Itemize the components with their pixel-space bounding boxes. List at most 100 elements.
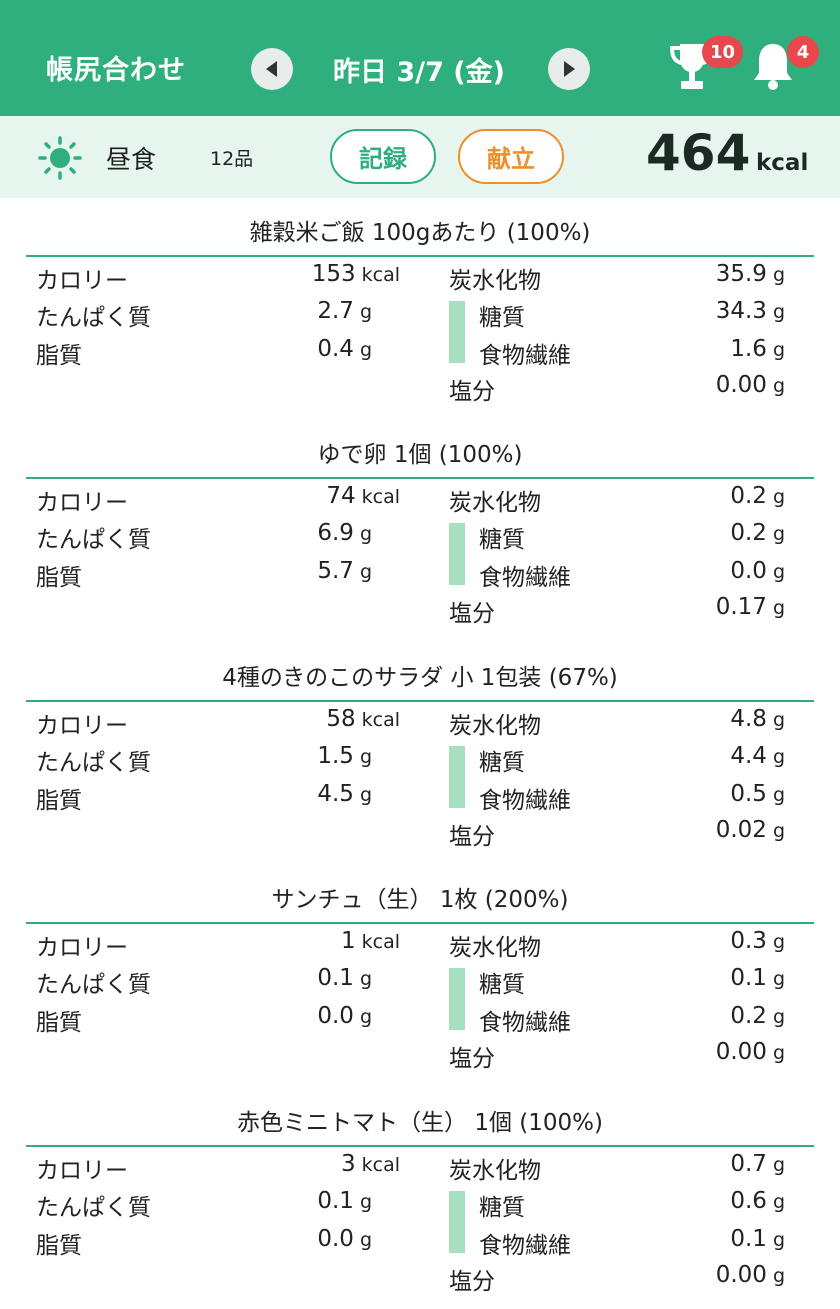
kcal-unit: kcal (361, 264, 400, 286)
food-title[interactable]: 4種のきのこのサラダ 小 1包装 (67%) (222, 664, 618, 691)
fiber-label: 食物繊維 (479, 565, 571, 592)
salt-value: 0.00 g (640, 1262, 785, 1288)
divider (26, 699, 814, 702)
sugar-value: 0.2 g (640, 520, 785, 546)
fat-amount: 0.0 (317, 1225, 354, 1252)
salt-amount: 0.17 (715, 594, 767, 621)
gram-unit: g (772, 339, 785, 361)
meal-name: 昼食 (106, 145, 157, 174)
sugar-amount: 0.1 (730, 965, 767, 992)
carbs-amount: 35.9 (715, 261, 767, 287)
gram-unit: g (359, 968, 372, 991)
carbs-label: 炭水化物 (449, 490, 541, 517)
fat-label: 脂質 (36, 343, 82, 369)
carbs-breakdown-bar (449, 745, 465, 808)
divider (26, 922, 814, 925)
gram-unit: g (772, 819, 785, 842)
carbs-value: 35.9 g (640, 261, 785, 287)
sugar-amount: 4.4 (730, 742, 767, 769)
gram-unit: g (772, 745, 785, 768)
notifications-button[interactable] (750, 40, 796, 96)
calorie-value: 58 kcal (250, 706, 400, 732)
meal-total-kcal: 464 (646, 124, 751, 182)
record-button[interactable]: 記録 (330, 129, 436, 184)
gram-unit: g (772, 931, 785, 954)
carbs-amount: 4.8 (730, 705, 767, 732)
calorie-label: カロリー (36, 712, 128, 739)
protein-value: 6.9 g (250, 520, 372, 546)
salt-label: 塩分 (449, 1046, 495, 1073)
fiber-amount: 0.2 (730, 1003, 767, 1030)
gram-unit: g (359, 783, 372, 806)
kcal-unit: kcal (361, 931, 400, 954)
food-item[interactable]: 赤色ミニトマト（生） 1個 (100%) カロリー 3 kcal たんぱく質 0.… (0, 1093, 840, 1309)
current-date[interactable]: 昨日 3/7 (金) (333, 57, 505, 88)
food-title[interactable]: ゆで卵 1個 (100%) (317, 442, 523, 469)
carbs-value: 0.7 g (640, 1151, 785, 1177)
gram-unit: g (772, 375, 785, 397)
food-item[interactable]: 4種のきのこのサラダ 小 1包装 (67%) カロリー 58 kcal たんぱく質… (0, 648, 840, 870)
gram-unit: g (772, 264, 785, 286)
menu-button[interactable]: 献立 (458, 129, 564, 184)
next-day-button[interactable] (548, 48, 590, 90)
protein-label: たんぱく質 (36, 972, 151, 999)
gram-unit: g (359, 301, 372, 323)
sugar-value: 34.3 g (640, 298, 785, 324)
protein-amount: 6.9 (317, 520, 354, 547)
salt-value: 0.02 g (640, 817, 785, 843)
sugar-label: 糖質 (479, 1194, 525, 1221)
protein-label: たんぱく質 (36, 749, 151, 776)
carbs-breakdown-bar (449, 968, 465, 1031)
salt-value: 0.00 g (640, 1039, 785, 1065)
calorie-amount: 153 (311, 261, 356, 287)
meal-total-unit: kcal (756, 150, 809, 176)
gram-unit: g (772, 561, 785, 584)
salt-amount: 0.00 (715, 1039, 767, 1066)
food-title[interactable]: 赤色ミニトマト（生） 1個 (100%) (237, 1109, 603, 1136)
fiber-label: 食物繊維 (479, 1010, 571, 1037)
fat-label: 脂質 (36, 787, 82, 814)
protein-value: 1.5 g (250, 743, 372, 769)
food-item[interactable]: 雑穀米ご飯 100gあたり (100%) カロリー 153 kcal たんぱく質 … (0, 203, 840, 425)
gram-unit: g (772, 1006, 785, 1029)
trophy-count-badge: 10 (702, 36, 744, 68)
calorie-value: 74 kcal (250, 483, 400, 509)
fat-value: 0.0 g (250, 1003, 372, 1029)
sugar-value: 0.1 g (640, 965, 785, 991)
previous-day-button[interactable] (251, 48, 293, 90)
food-item[interactable]: ゆで卵 1個 (100%) カロリー 74 kcal たんぱく質 6.9 g 脂質 … (0, 425, 840, 647)
gram-unit: g (359, 745, 372, 768)
gram-unit: g (772, 1264, 785, 1287)
protein-value: 0.1 g (250, 1188, 372, 1214)
salt-label: 塩分 (449, 601, 495, 628)
food-title[interactable]: 雑穀米ご飯 100gあたり (100%) (249, 220, 591, 246)
sugar-value: 0.6 g (640, 1188, 785, 1214)
gram-unit: g (772, 486, 785, 509)
carbs-breakdown-bar (449, 301, 465, 363)
carbs-breakdown-bar (449, 1190, 465, 1253)
kcal-unit: kcal (361, 486, 400, 509)
calorie-amount: 1 (340, 928, 356, 955)
fiber-amount: 0.0 (730, 558, 767, 585)
calorie-label: カロリー (36, 1157, 128, 1184)
calorie-label: カロリー (36, 268, 128, 294)
fiber-value: 1.6 g (640, 336, 785, 362)
notification-count-badge: 4 (787, 36, 819, 68)
carbs-value: 4.8 g (640, 706, 785, 732)
carbs-label: 炭水化物 (449, 935, 541, 962)
food-item[interactable]: サンチュ（生） 1枚 (200%) カロリー 1 kcal たんぱく質 0.1 g … (0, 870, 840, 1092)
gram-unit: g (772, 1228, 785, 1251)
bell-icon (754, 44, 792, 90)
fiber-value: 0.2 g (640, 1003, 785, 1029)
fat-label: 脂質 (36, 565, 82, 592)
gram-unit: g (359, 561, 372, 584)
gram-unit: g (772, 1190, 785, 1213)
salt-value: 0.17 g (640, 594, 785, 620)
gram-unit: g (359, 1006, 372, 1029)
protein-label: たんぱく質 (36, 305, 151, 331)
gram-unit: g (772, 968, 785, 991)
carbs-label: 炭水化物 (449, 712, 541, 739)
food-title[interactable]: サンチュ（生） 1枚 (200%) (271, 887, 569, 914)
gram-unit: g (772, 597, 785, 620)
chevron-left-icon (266, 61, 277, 77)
